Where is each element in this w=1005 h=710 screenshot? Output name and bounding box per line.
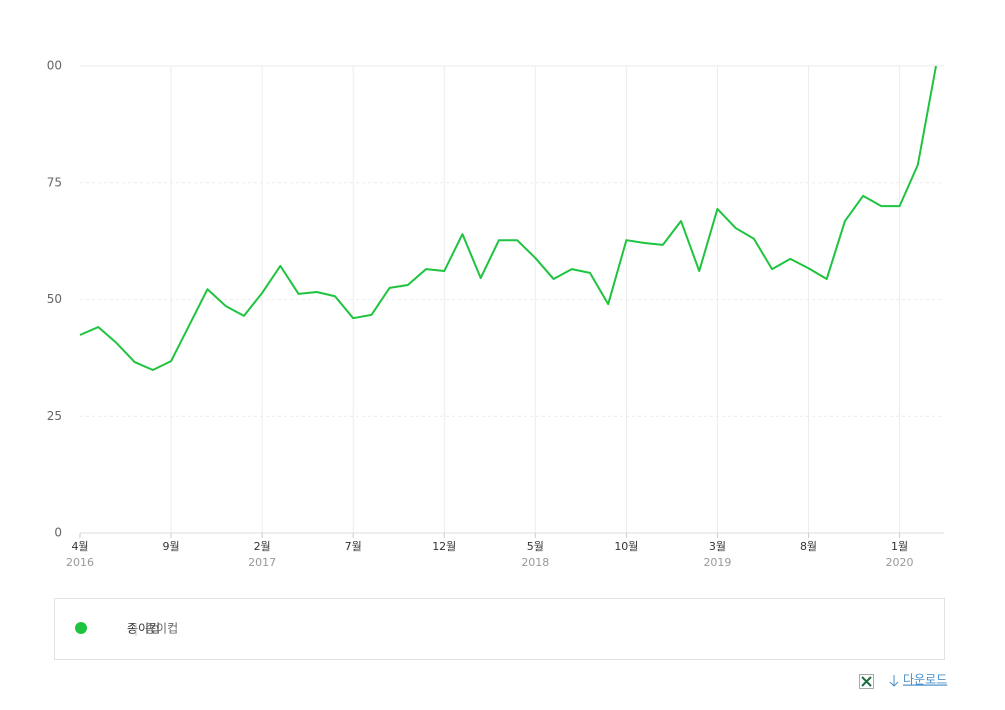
line-series	[79, 65, 937, 372]
x-tick-label: 10월	[614, 540, 638, 553]
y-tick-label: 0	[54, 526, 62, 540]
legend-detail: 종이컵	[145, 622, 178, 636]
x-year-label: 2018	[521, 556, 549, 569]
legend-marker	[75, 622, 87, 634]
x-tick-label: 9월	[163, 540, 180, 553]
x-tick-label: 12월	[432, 540, 456, 553]
y-tick-label: 00	[47, 59, 62, 73]
x-tick-label: 3월	[709, 540, 726, 553]
x-tick-label: 1월	[891, 540, 908, 553]
download-icon	[889, 675, 899, 687]
x-year-label: 2020	[886, 556, 914, 569]
download-text[interactable]: 다운로드	[903, 673, 947, 687]
x-tick-label: 5월	[527, 540, 544, 553]
y-tick-label: 75	[47, 175, 62, 189]
x-year-label: 2017	[248, 556, 276, 569]
x-year-label: 2016	[66, 556, 94, 569]
x-tick-label: 7월	[345, 540, 362, 553]
excel-button[interactable]	[859, 674, 874, 689]
y-tick-label: 50	[47, 292, 62, 306]
y-tick-label: 25	[47, 409, 62, 423]
legend-box	[54, 598, 945, 660]
download-link[interactable]: 다운로드	[889, 673, 947, 687]
x-tick-label: 4월	[71, 540, 88, 553]
x-tick-label: 2월	[254, 540, 271, 553]
excel-mark	[861, 676, 872, 687]
x-year-label: 2019	[703, 556, 731, 569]
legend-label: 종이컵	[127, 622, 160, 636]
x-tick-label: 8월	[800, 540, 817, 553]
